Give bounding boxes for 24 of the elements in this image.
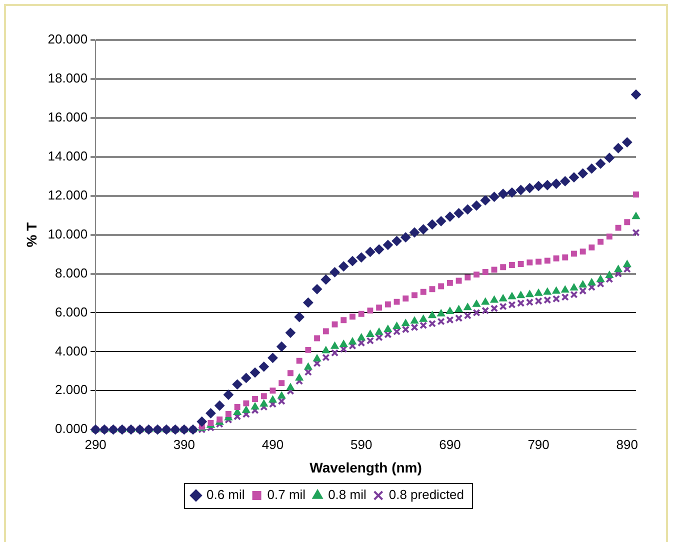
x-tick-label: 590 <box>350 436 372 452</box>
x-axis-title: Wavelength (nm) <box>310 459 422 476</box>
legend-label: 0.6 mil <box>206 487 245 502</box>
y-tick-label: 2.000 <box>55 382 88 398</box>
y-tick-label: 4.000 <box>55 343 88 358</box>
y-axis-title: % T <box>23 222 40 248</box>
y-tick-label: 0.000 <box>55 421 88 436</box>
y-tick-label: 18.000 <box>48 70 88 86</box>
legend-label: 0.7 mil <box>267 487 306 502</box>
y-tick-label: 16.000 <box>48 110 88 124</box>
y-tick-label: 10.000 <box>48 226 88 242</box>
y-tick-label: 6.000 <box>55 304 88 320</box>
y-tick-label: 20.000 <box>48 32 88 47</box>
legend-label: 0.8 mil <box>328 487 366 502</box>
x-tick-label: 490 <box>262 436 284 452</box>
x-tick-label: 290 <box>84 436 106 452</box>
x-tick-label: 390 <box>173 436 196 452</box>
x-tick-label: 690 <box>439 436 461 452</box>
legend-label: 0.8 predicted <box>388 487 464 502</box>
y-tick-label: 12.000 <box>48 187 88 202</box>
y-tick-label: 14.000 <box>48 148 88 164</box>
y-tick-label: 8.000 <box>55 265 88 280</box>
x-tick-label: 890 <box>616 436 638 452</box>
x-tick-label: 790 <box>528 436 550 452</box>
